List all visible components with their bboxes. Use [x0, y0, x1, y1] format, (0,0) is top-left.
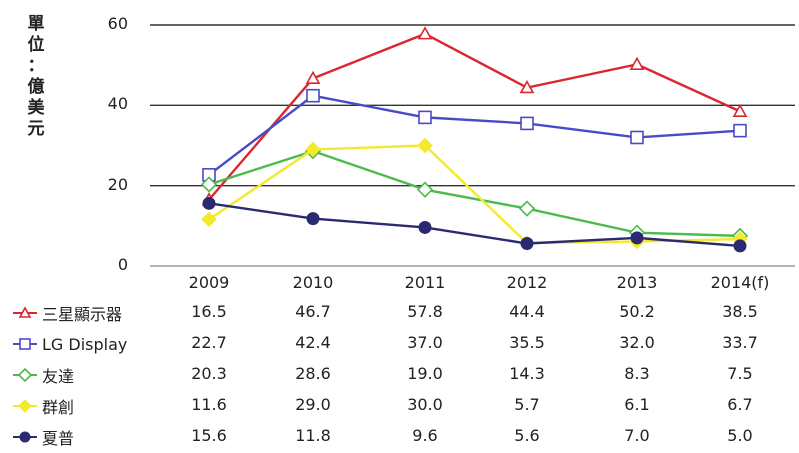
data-label: 16.5: [191, 302, 227, 321]
data-label: 6.1: [624, 395, 650, 414]
data-point: [520, 116, 534, 131]
x-tick-label: 2012: [506, 273, 548, 292]
legend-label: 群創: [42, 398, 75, 417]
legend-entry: LG Display: [12, 332, 127, 356]
y-tick-label: 20: [107, 174, 128, 194]
data-label: 57.8: [407, 302, 443, 321]
y-axis-label-char: 美: [27, 98, 45, 118]
legend-entry: 群創: [12, 394, 74, 418]
y-tick-label: 60: [107, 14, 128, 33]
y-axis-label-char: 億: [27, 77, 45, 97]
data-point: [520, 237, 534, 251]
data-label: 22.7: [191, 333, 227, 352]
data-point: [417, 137, 433, 154]
data-label: 11.8: [295, 426, 331, 445]
legend-entry: 三星顯示器: [12, 301, 122, 325]
data-label: 8.3: [624, 364, 650, 383]
data-label: 15.6: [191, 426, 227, 445]
data-point: [418, 220, 432, 234]
legend-marker-icon: [13, 431, 37, 443]
x-tick-label: 2013: [616, 273, 658, 292]
series-line: [208, 202, 741, 248]
data-label: 37.0: [407, 333, 443, 352]
series-2: [200, 142, 749, 245]
series-1: [202, 88, 747, 182]
data-point: [305, 141, 321, 158]
legend-label: LG Display: [42, 334, 128, 354]
legend-label: 三星顯示器: [42, 305, 123, 324]
data-point: [305, 70, 321, 85]
data-point: [630, 130, 644, 145]
data-label: 46.7: [295, 302, 331, 321]
data-label: 14.3: [509, 364, 545, 383]
x-tick-label: 2009: [188, 273, 230, 292]
data-point: [519, 80, 535, 94]
data-label: 5.0: [727, 426, 753, 445]
y-tick-label: 40: [107, 94, 128, 114]
x-tick-label: 2010: [292, 273, 334, 292]
data-label: 28.6: [295, 364, 331, 383]
data-point: [518, 200, 536, 217]
y-tick-label: 0: [117, 255, 128, 274]
series-line: [208, 149, 741, 238]
series-layer: [200, 26, 749, 253]
data-label: 6.7: [727, 395, 753, 414]
data-point: [630, 231, 644, 245]
series-line: [208, 94, 741, 176]
data-point: [733, 239, 747, 253]
data-label: 20.3: [191, 364, 227, 383]
data-point: [629, 56, 645, 70]
series-4: [202, 196, 747, 253]
data-label: 9.6: [412, 426, 438, 445]
y-axis-label-char: ：: [27, 56, 45, 76]
y-axis-label-char: 位: [27, 35, 45, 55]
data-label: 29.0: [295, 395, 331, 414]
data-label: 11.6: [191, 395, 227, 414]
data-label: 7.5: [727, 364, 753, 383]
data-point: [202, 196, 216, 210]
data-label: 33.7: [722, 333, 758, 352]
data-label: 19.0: [407, 364, 443, 383]
legend-label: 夏普: [42, 429, 75, 448]
data-point: [733, 123, 747, 138]
data-point: [200, 176, 218, 193]
data-point: [306, 88, 320, 103]
x-tick-label: 2011: [404, 273, 446, 292]
data-point: [732, 103, 748, 117]
data-label: 42.4: [295, 333, 331, 352]
data-point: [417, 26, 433, 40]
data-label: 38.5: [722, 302, 758, 321]
data-label: 5.7: [514, 395, 540, 414]
legend-marker-icon: [13, 338, 37, 350]
data-point: [306, 212, 320, 226]
y-axis-label-char: 元: [27, 119, 45, 139]
data-point: [416, 181, 434, 198]
legend-entry: 夏普: [12, 425, 74, 449]
data-label: 30.0: [407, 395, 443, 414]
data-label: 35.5: [509, 333, 545, 352]
legend-entry: 友達: [12, 363, 74, 387]
data-label: 5.6: [514, 426, 540, 445]
series-line: [208, 32, 741, 201]
x-tick-label: 2014(f): [710, 273, 770, 292]
legend-marker-icon: [13, 399, 37, 413]
legend-marker-icon: [13, 367, 37, 383]
legend-label: 友達: [42, 367, 75, 386]
data-label: 50.2: [619, 302, 655, 321]
data-label: 32.0: [619, 333, 655, 352]
legend-marker-icon: [13, 306, 37, 318]
data-point: [418, 110, 432, 125]
data-point: [201, 211, 217, 228]
data-label: 44.4: [509, 302, 545, 321]
y-axis-label-char: 單: [27, 14, 45, 34]
data-label: 7.0: [624, 426, 650, 445]
series-line: [208, 144, 741, 245]
